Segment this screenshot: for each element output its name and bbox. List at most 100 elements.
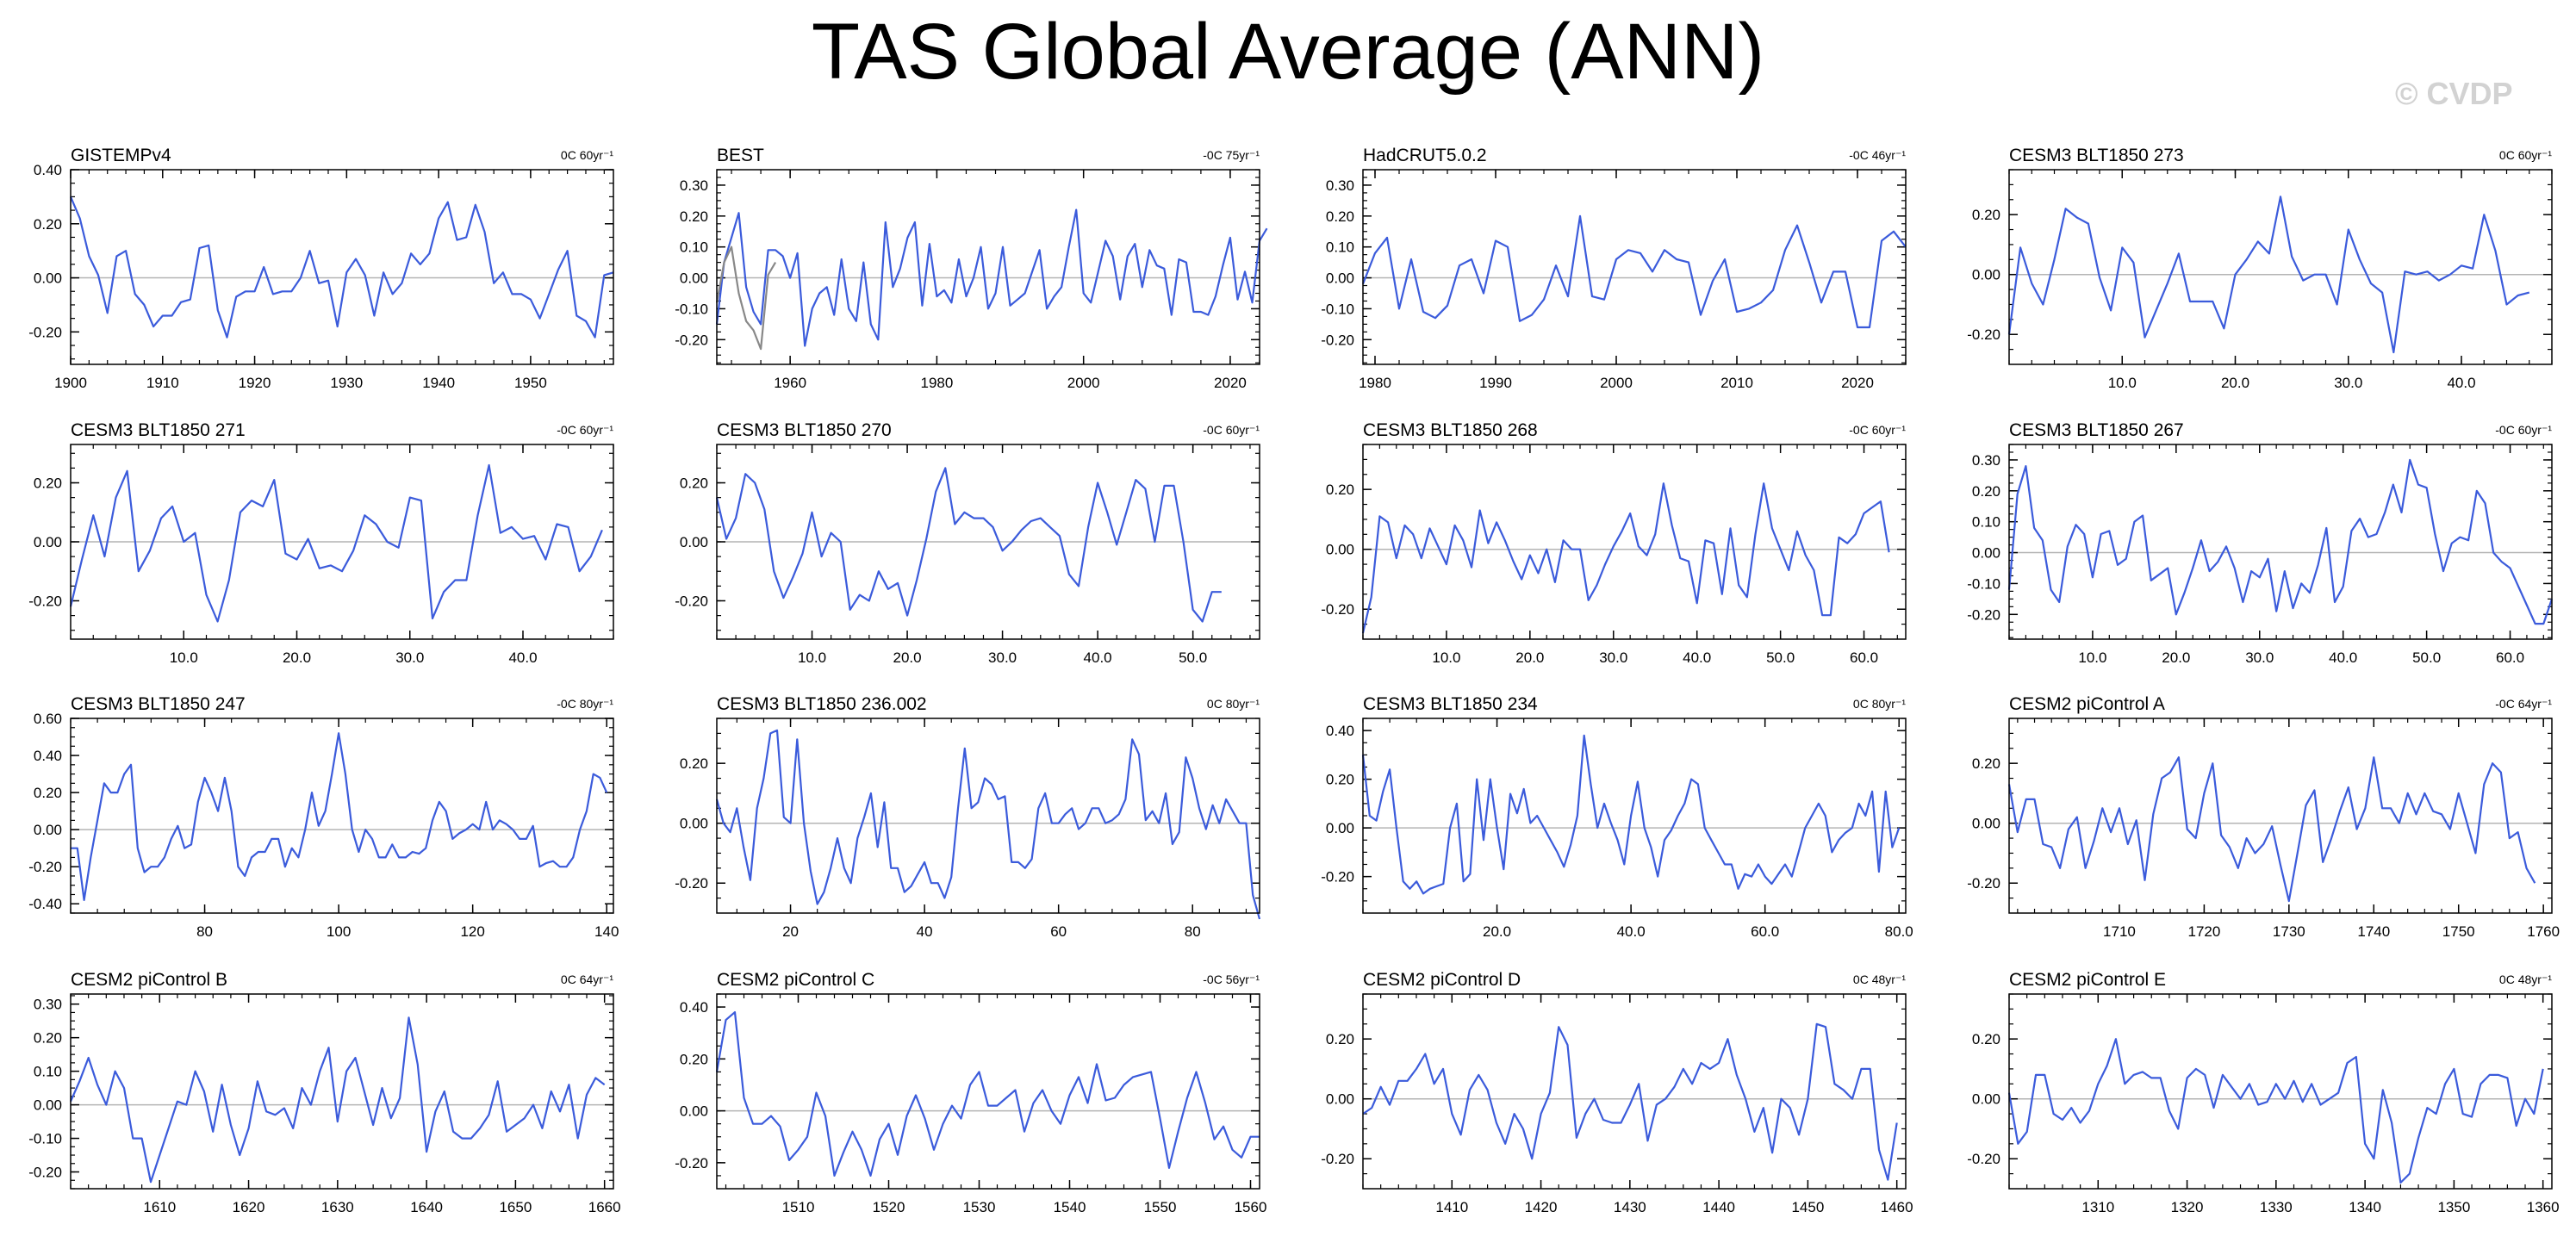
y-tick-label: -0.10 xyxy=(675,301,708,317)
panel-title: CESM3 BLT1850 268 xyxy=(1363,420,1538,440)
cvdp-watermark: © CVDP xyxy=(2395,76,2513,111)
x-tick-label: 1310 xyxy=(2081,1199,2114,1215)
x-tick-label: 20.0 xyxy=(2221,375,2249,391)
y-tick-label: 0.40 xyxy=(34,748,62,764)
panel-title: CESM3 BLT1850 267 xyxy=(2009,420,2184,440)
page-title: TAS Global Average (ANN) xyxy=(811,8,1765,96)
plot-frame xyxy=(70,444,614,640)
x-tick-label: 40 xyxy=(917,923,933,940)
x-tick-label: 1750 xyxy=(2442,923,2475,940)
x-tick-label: 1510 xyxy=(782,1199,815,1215)
series-line xyxy=(69,463,603,623)
y-tick-label: -0.10 xyxy=(28,1131,62,1147)
y-tick-label: 0.00 xyxy=(1326,1091,1354,1108)
series-line xyxy=(1361,482,1890,634)
y-tick-label: 0.10 xyxy=(1972,514,2000,531)
chart-panel: -0.20 0.00 0.20 1310 1320 1330 1340 1350 1360 CES… xyxy=(1967,970,2559,1215)
y-tick-label: 0.00 xyxy=(34,270,62,287)
y-tick-label: 0.30 xyxy=(680,177,708,194)
chart-panel: -0.20 0.00 0.20 10.0 20.0 30.0 40.0 50.0 60.0 CES… xyxy=(1321,420,1907,666)
x-tick-label: 20.0 xyxy=(893,649,922,666)
y-tick-label: 0.30 xyxy=(1326,177,1354,194)
plot-frame xyxy=(2008,444,2553,640)
chart-panel: -0.20 0.00 0.20 10.0 20.0 30.0 40.0 CESM3 BLT18… xyxy=(1967,146,2553,391)
series-line-secondary xyxy=(715,245,777,351)
y-tick-label: 0.00 xyxy=(680,534,708,550)
x-tick-label: 1560 xyxy=(1235,1199,1267,1215)
x-tick-label: 1980 xyxy=(920,375,953,391)
chart-panel: -0.20 0.00 0.20 1410 1420 1430 1440 1450 1460 CES… xyxy=(1321,970,1913,1215)
trend-label: 0C 60yr⁻¹ xyxy=(2499,148,2552,162)
x-tick-label: 50.0 xyxy=(2412,649,2441,666)
panel-title: CESM3 BLT1850 270 xyxy=(717,420,892,440)
trend-label: -0C 46yr⁻¹ xyxy=(1849,148,1906,162)
y-tick-label: -0.20 xyxy=(1321,332,1354,348)
x-tick-label: 10.0 xyxy=(170,649,198,666)
y-tick-label: 0.10 xyxy=(34,1064,62,1080)
y-tick-label: -0.20 xyxy=(675,332,708,348)
panel-title: CESM2 piControl C xyxy=(717,970,874,990)
x-tick-label: 60.0 xyxy=(2496,649,2524,666)
y-tick-label: 0.00 xyxy=(1326,542,1354,558)
x-tick-label: 1420 xyxy=(1525,1199,1558,1215)
chart-panel: -0.20 0.00 0.20 0.40 20.0 40.0 60.0 80.0 CESM3 B… xyxy=(1321,694,1913,940)
x-tick-label: 1360 xyxy=(2527,1199,2560,1215)
chart-panel: -0.20 0.00 0.20 0.40 1900 1910 1920 1930 1940 195… xyxy=(28,146,614,391)
trend-label: -0C 80yr⁻¹ xyxy=(557,697,613,711)
x-tick-label: 1630 xyxy=(321,1199,354,1215)
plot-frame xyxy=(716,444,1260,640)
x-tick-label: 80.0 xyxy=(1885,923,1913,940)
y-tick-label: -0.20 xyxy=(1967,1151,2000,1167)
series-line xyxy=(1361,734,1901,895)
y-tick-label: 0.00 xyxy=(1972,267,2000,283)
y-tick-label: -0.20 xyxy=(675,875,708,892)
x-tick-label: 10.0 xyxy=(1432,649,1460,666)
x-tick-label: 20.0 xyxy=(283,649,311,666)
panel-title: HadCRUT5.0.2 xyxy=(1363,146,1487,165)
x-tick-label: 1760 xyxy=(2527,923,2560,940)
plot-frame xyxy=(716,993,1260,1190)
panel-title: CESM2 piControl E xyxy=(2009,970,2166,990)
y-tick-label: 0.20 xyxy=(34,785,62,801)
x-tick-label: 1610 xyxy=(143,1199,176,1215)
series-line xyxy=(1362,1022,1898,1181)
x-tick-label: 60 xyxy=(1050,923,1067,940)
x-tick-label: 40.0 xyxy=(2329,649,2357,666)
x-tick-label: 1550 xyxy=(1144,1199,1177,1215)
y-tick-label: 0.20 xyxy=(680,755,708,772)
x-tick-label: 2020 xyxy=(1214,375,1247,391)
panel-title: BEST xyxy=(717,146,764,165)
x-tick-label: 50.0 xyxy=(1766,649,1795,666)
x-tick-label: 80 xyxy=(1185,923,1201,940)
series-line xyxy=(2007,756,2536,903)
trend-label: 0C 80yr⁻¹ xyxy=(1207,697,1260,711)
x-tick-label: 10.0 xyxy=(2108,375,2137,391)
y-tick-label: 0.20 xyxy=(680,1051,708,1067)
y-tick-label: 0.40 xyxy=(34,162,62,178)
x-tick-label: 40.0 xyxy=(508,649,537,666)
trend-label: -0C 60yr⁻¹ xyxy=(1849,423,1906,437)
x-tick-label: 40.0 xyxy=(2447,375,2475,391)
series-line xyxy=(2007,1038,2544,1184)
trend-label: 0C 48yr⁻¹ xyxy=(2499,972,2552,986)
x-tick-label: 1530 xyxy=(963,1199,996,1215)
x-tick-label: 1330 xyxy=(2260,1199,2293,1215)
chart-panel: -0.20 0.00 0.20 20 40 60 80 CESM3 BLT1850 236.0… xyxy=(675,694,1261,940)
panel-title: CESM3 BLT1850 247 xyxy=(71,694,246,714)
y-tick-label: -0.20 xyxy=(1321,1151,1354,1167)
x-tick-label: 30.0 xyxy=(1599,649,1627,666)
panel-title: CESM2 piControl D xyxy=(1363,970,1521,990)
trend-label: -0C 60yr⁻¹ xyxy=(1203,423,1260,437)
x-tick-label: 2010 xyxy=(1720,375,1753,391)
y-tick-label: 0.00 xyxy=(680,816,708,832)
y-tick-label: 0.00 xyxy=(34,1097,62,1114)
chart-panel: -0.20 -0.10 0.00 0.10 0.20 0.30 1960 1980 2000 20… xyxy=(675,146,1268,391)
trend-label: -0C 56yr⁻¹ xyxy=(1203,972,1260,986)
x-tick-label: 1740 xyxy=(2357,923,2390,940)
x-tick-label: 140 xyxy=(594,923,619,940)
panel-title: CESM2 piControl B xyxy=(71,970,227,990)
x-tick-label: 1910 xyxy=(146,375,179,391)
x-tick-label: 50.0 xyxy=(1179,649,1207,666)
series-line xyxy=(2007,458,2554,625)
